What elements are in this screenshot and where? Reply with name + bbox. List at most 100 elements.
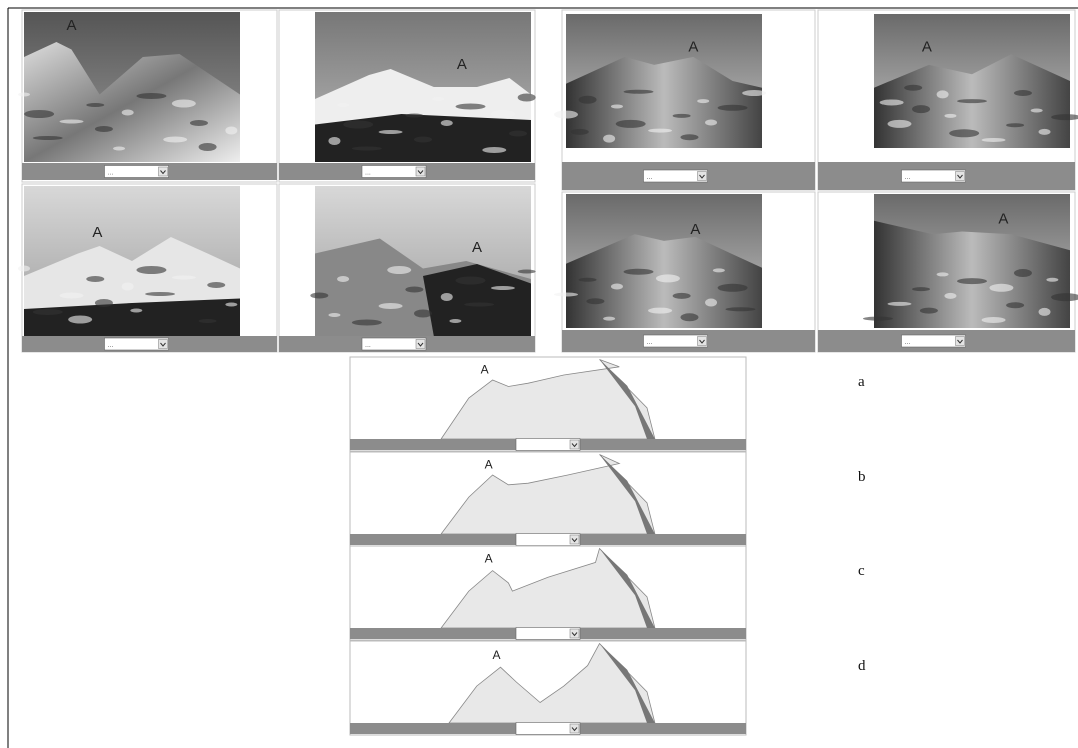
photo-texture: [225, 127, 237, 135]
silhouette-panel: Aa: [350, 357, 865, 451]
photo-panel: A...: [818, 192, 1078, 352]
photo-texture: [957, 278, 987, 284]
photo-texture: [912, 287, 930, 291]
photo-texture: [982, 138, 1006, 142]
photo-texture: [352, 320, 382, 326]
photo-texture: [887, 120, 911, 128]
photo-texture: [648, 129, 672, 133]
photo-texture: [713, 268, 725, 272]
photo-texture: [199, 143, 217, 151]
photo-texture: [912, 105, 930, 113]
peak-label: A: [688, 39, 698, 56]
photo-texture: [697, 99, 709, 103]
photo-texture: [405, 114, 423, 118]
photo-texture: [937, 90, 949, 98]
dropdown-arrow: [956, 172, 965, 181]
photo-texture: [624, 269, 654, 275]
photo-texture: [518, 270, 536, 274]
photo-texture: [199, 319, 217, 323]
photo-texture: [310, 293, 328, 299]
dropdown-text: ...: [365, 170, 371, 177]
photo-texture: [464, 303, 494, 307]
peak-label: A: [493, 648, 501, 662]
photo-texture: [554, 293, 578, 297]
photo-texture: [611, 104, 623, 108]
photo-texture: [949, 129, 979, 137]
dropdown-arrow: [159, 167, 168, 176]
dropdown-text: ...: [108, 342, 114, 349]
photo-texture: [482, 147, 506, 153]
peak-label: A: [457, 56, 467, 73]
dropdown-text: ...: [905, 174, 911, 181]
photo-texture: [163, 137, 187, 143]
photo-texture: [904, 85, 922, 91]
photo-texture: [579, 96, 597, 104]
photo-texture: [887, 302, 911, 306]
photo-panel: A...: [554, 192, 815, 352]
peak-label: A: [67, 17, 77, 34]
silhouette-panel: Ac: [350, 546, 865, 640]
dropdown-text: ...: [108, 170, 114, 177]
option-letter: c: [858, 563, 865, 579]
peak-label: A: [485, 457, 493, 471]
photo-texture: [33, 309, 63, 315]
photo-texture: [352, 147, 382, 151]
photo-texture: [414, 137, 432, 143]
photo-panel: A...: [818, 10, 1078, 190]
photo-texture: [491, 110, 515, 118]
photo-texture: [387, 266, 411, 274]
peak-label: A: [922, 39, 932, 56]
photo-texture: [60, 120, 84, 124]
peak-label: A: [472, 239, 482, 256]
photo-texture: [725, 307, 755, 311]
photo-texture: [571, 129, 589, 135]
photo-texture: [1039, 129, 1051, 135]
dropdown-arrow: [416, 340, 425, 349]
photo-texture: [718, 284, 748, 292]
photo-texture: [1031, 108, 1043, 112]
dropdown-arrow: [570, 440, 579, 449]
photo-texture: [718, 105, 748, 111]
photo-texture: [95, 126, 113, 132]
photo-panel: A...: [18, 10, 277, 182]
dropdown-text: ...: [647, 339, 653, 346]
photo-texture: [509, 131, 527, 137]
photo-texture: [1039, 308, 1051, 316]
photo-texture: [337, 276, 349, 282]
photo-texture: [414, 310, 432, 318]
photo-texture: [680, 313, 698, 321]
photo-texture: [957, 99, 987, 103]
photo-texture: [863, 317, 893, 321]
photo-panel: A...: [279, 10, 536, 182]
photo-texture: [579, 278, 597, 282]
photo-texture: [603, 317, 615, 321]
photo-texture: [207, 282, 225, 288]
photo-texture: [491, 286, 515, 290]
option-letter: a: [858, 374, 865, 390]
photo-texture: [1006, 123, 1024, 127]
silhouette-panel: Ab: [350, 452, 866, 546]
photo-texture: [989, 284, 1013, 292]
dropdown-arrow: [570, 724, 579, 733]
photo-texture: [705, 120, 717, 126]
option-letter: d: [858, 658, 866, 674]
photo-texture: [33, 136, 63, 140]
photo-texture: [441, 120, 453, 126]
photo-texture: [648, 308, 672, 314]
photo-texture: [1046, 278, 1058, 282]
photo-texture: [337, 103, 349, 107]
photo-texture: [603, 135, 615, 143]
photo-texture: [145, 292, 175, 296]
photo-texture: [68, 316, 92, 324]
photo-texture: [518, 94, 536, 102]
photo-texture: [86, 276, 104, 282]
dropdown-text: ...: [905, 339, 911, 346]
photo-texture: [880, 99, 904, 105]
dropdown-arrow: [570, 535, 579, 544]
peak-label: A: [485, 551, 493, 565]
photo-texture: [1014, 90, 1032, 96]
photo-texture: [441, 293, 453, 301]
photo-texture: [190, 120, 208, 126]
photo-texture: [343, 121, 373, 129]
silhouette-panel: Ad: [350, 641, 866, 735]
